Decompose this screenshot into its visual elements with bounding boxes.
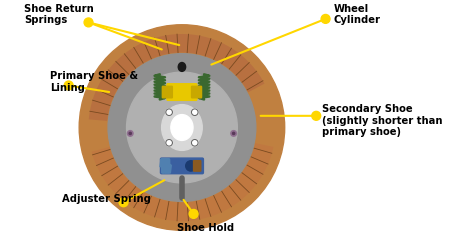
Circle shape [191,139,198,146]
Circle shape [166,109,173,116]
Circle shape [64,81,73,90]
Circle shape [321,14,330,23]
Circle shape [189,210,198,218]
Circle shape [191,109,198,116]
Circle shape [129,132,131,134]
Circle shape [186,161,196,171]
Text: Wheel
Cylinder: Wheel Cylinder [334,4,381,25]
Text: Primary Shoe &
Lining: Primary Shoe & Lining [50,71,138,93]
FancyBboxPatch shape [162,86,173,98]
Ellipse shape [171,115,193,140]
Circle shape [119,198,128,207]
Circle shape [166,139,173,146]
Circle shape [84,18,93,27]
Circle shape [108,54,256,201]
Circle shape [231,131,237,136]
Polygon shape [89,34,264,121]
Circle shape [233,132,235,134]
Circle shape [128,131,133,136]
Text: Shoe Return
Springs: Shoe Return Springs [25,4,94,25]
Circle shape [312,111,321,120]
Circle shape [79,25,285,230]
Ellipse shape [178,62,186,71]
FancyBboxPatch shape [167,84,197,100]
Text: Secondary Shoe
(slightly shorter than
primary shoe): Secondary Shoe (slightly shorter than pr… [322,104,443,137]
FancyBboxPatch shape [193,161,201,171]
FancyBboxPatch shape [161,158,203,174]
Text: Adjuster Spring: Adjuster Spring [62,194,150,204]
Ellipse shape [162,105,202,150]
FancyBboxPatch shape [191,86,201,98]
Text: Shoe Hold: Shoe Hold [177,223,234,233]
Circle shape [127,72,237,183]
Polygon shape [91,143,273,221]
